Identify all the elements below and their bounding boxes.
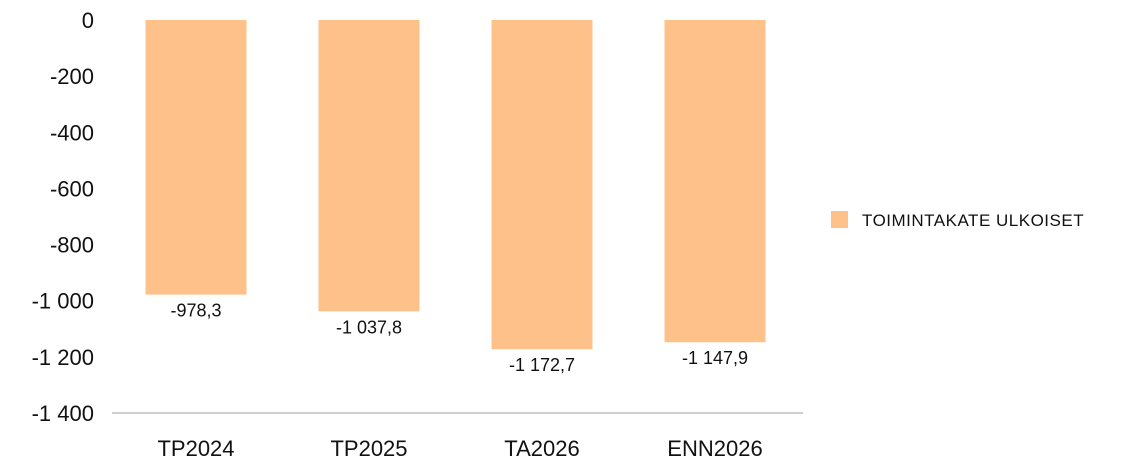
x-tick-label: ENN2026: [667, 436, 762, 461]
x-tick-label: TP2025: [330, 436, 407, 461]
y-tick-label: -1 400: [32, 401, 94, 426]
y-tick-label: -400: [50, 120, 94, 145]
y-tick-label: -200: [50, 64, 94, 89]
x-tick-label: TA2026: [504, 436, 579, 461]
x-tick-label: TP2024: [157, 436, 234, 461]
legend-label: TOIMINTAKATE ULKOISET: [862, 211, 1084, 230]
data-label: -1 172,7: [509, 355, 575, 375]
y-tick-label: -1 000: [32, 289, 94, 314]
bar: [145, 20, 247, 295]
legend-swatch: [831, 211, 848, 228]
bar: [664, 20, 766, 343]
data-label: -1 037,8: [336, 317, 402, 337]
data-label: -978,3: [170, 301, 221, 321]
y-tick-label: -800: [50, 233, 94, 258]
y-tick-label: -600: [50, 176, 94, 201]
y-tick-label: -1 200: [32, 345, 94, 370]
y-tick-label: 0: [82, 8, 94, 33]
data-label: -1 147,9: [682, 348, 748, 368]
bar: [491, 20, 593, 350]
bar: [318, 20, 420, 312]
